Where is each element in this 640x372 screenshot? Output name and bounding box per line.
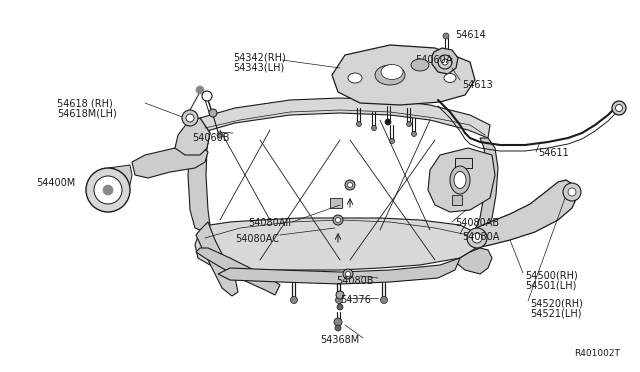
Ellipse shape [454, 171, 466, 189]
Polygon shape [196, 222, 238, 296]
Circle shape [568, 188, 576, 196]
Polygon shape [452, 195, 462, 205]
Text: 54613: 54613 [462, 80, 493, 90]
Circle shape [333, 215, 343, 225]
Circle shape [472, 233, 482, 243]
Text: 54060B: 54060B [192, 133, 230, 143]
Circle shape [385, 119, 391, 125]
Text: 54060A: 54060A [415, 55, 452, 65]
Circle shape [356, 122, 362, 126]
Circle shape [616, 105, 623, 112]
Circle shape [345, 180, 355, 190]
Circle shape [94, 176, 122, 204]
Polygon shape [195, 218, 476, 270]
Circle shape [86, 168, 130, 212]
Polygon shape [218, 258, 460, 284]
Polygon shape [432, 48, 458, 74]
Text: 54080AB: 54080AB [455, 218, 499, 228]
Text: 54080A: 54080A [462, 232, 499, 242]
Text: 54080B: 54080B [336, 276, 374, 286]
Polygon shape [455, 158, 472, 168]
Circle shape [456, 176, 464, 184]
Circle shape [563, 183, 581, 201]
Text: R401002T: R401002T [574, 349, 620, 358]
Polygon shape [428, 148, 495, 212]
Circle shape [337, 304, 343, 310]
Circle shape [335, 296, 342, 304]
Circle shape [335, 325, 341, 331]
Text: 54500(RH): 54500(RH) [525, 270, 578, 280]
Text: 54080AC: 54080AC [235, 234, 279, 244]
Circle shape [103, 185, 113, 195]
Polygon shape [132, 145, 208, 178]
Text: 54342(RH): 54342(RH) [233, 52, 285, 62]
Circle shape [346, 272, 351, 276]
Text: 54618M(LH): 54618M(LH) [57, 109, 116, 119]
Ellipse shape [348, 73, 362, 83]
Circle shape [291, 296, 298, 304]
Ellipse shape [444, 74, 456, 83]
Circle shape [196, 86, 204, 94]
Text: 54368M: 54368M [320, 335, 359, 345]
Circle shape [217, 132, 223, 138]
Circle shape [612, 101, 626, 115]
Circle shape [442, 59, 448, 65]
Circle shape [343, 269, 353, 279]
Circle shape [182, 110, 198, 126]
Ellipse shape [450, 166, 470, 194]
Circle shape [371, 125, 376, 131]
Ellipse shape [375, 65, 405, 85]
Polygon shape [330, 198, 342, 208]
Text: 54400M: 54400M [36, 178, 76, 188]
Circle shape [348, 183, 353, 187]
Circle shape [202, 91, 212, 101]
Text: 54080AII: 54080AII [248, 218, 291, 228]
Text: 54343(LH): 54343(LH) [233, 62, 284, 72]
Polygon shape [476, 180, 578, 248]
Circle shape [412, 131, 417, 137]
Circle shape [209, 109, 217, 117]
Polygon shape [332, 45, 475, 105]
Text: 54614: 54614 [455, 30, 486, 40]
Circle shape [381, 296, 387, 304]
Circle shape [390, 138, 394, 144]
Ellipse shape [411, 59, 429, 71]
Circle shape [438, 55, 452, 69]
Circle shape [336, 291, 344, 299]
Text: 54501(LH): 54501(LH) [525, 281, 577, 291]
Text: 54611: 54611 [538, 148, 569, 158]
Text: 54521(LH): 54521(LH) [530, 309, 582, 319]
Ellipse shape [381, 64, 403, 80]
Circle shape [335, 218, 340, 222]
Polygon shape [474, 138, 498, 248]
Circle shape [186, 114, 194, 122]
Text: 54520(RH): 54520(RH) [530, 298, 583, 308]
Circle shape [406, 122, 412, 126]
Text: 54618 (RH): 54618 (RH) [57, 98, 113, 108]
Polygon shape [195, 98, 490, 138]
Text: 54376: 54376 [340, 295, 371, 305]
Polygon shape [196, 248, 280, 295]
Circle shape [467, 228, 487, 248]
Circle shape [443, 33, 449, 39]
Polygon shape [175, 118, 210, 155]
Circle shape [334, 318, 342, 326]
Polygon shape [188, 118, 210, 230]
Polygon shape [455, 248, 492, 274]
Polygon shape [108, 165, 132, 185]
